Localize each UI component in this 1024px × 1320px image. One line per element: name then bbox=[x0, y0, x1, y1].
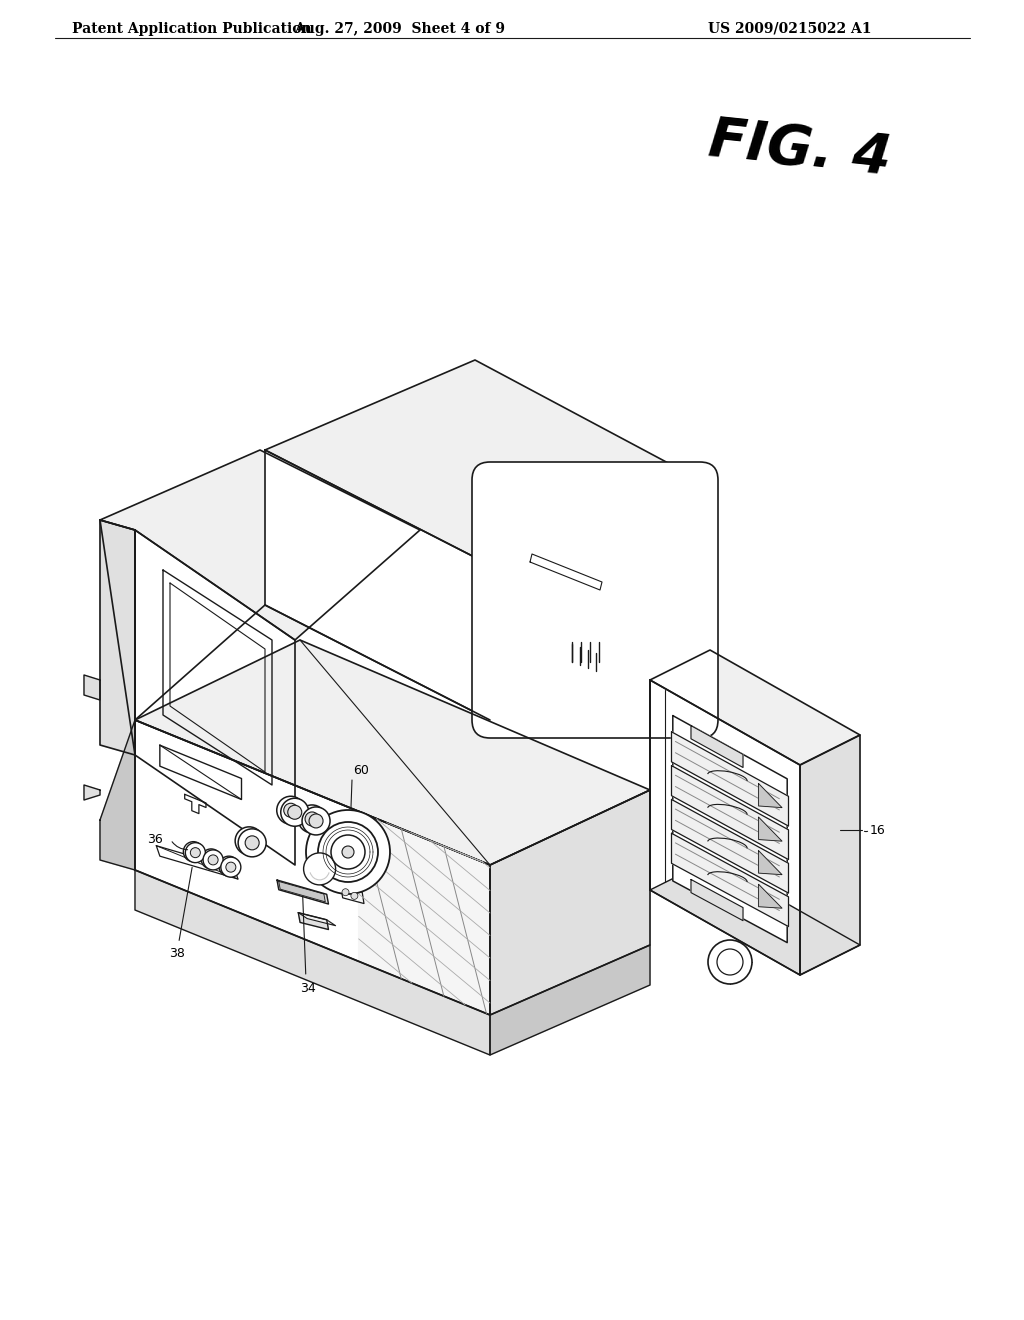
Circle shape bbox=[284, 804, 298, 817]
Polygon shape bbox=[100, 450, 420, 640]
Polygon shape bbox=[800, 735, 860, 975]
Text: 16: 16 bbox=[870, 824, 886, 837]
Polygon shape bbox=[265, 450, 490, 719]
Text: US 2009/0215022 A1: US 2009/0215022 A1 bbox=[709, 22, 871, 36]
Text: FIG. 4: FIG. 4 bbox=[707, 114, 894, 186]
Polygon shape bbox=[490, 789, 650, 1015]
Circle shape bbox=[342, 846, 354, 858]
Polygon shape bbox=[184, 795, 206, 813]
Circle shape bbox=[239, 829, 266, 857]
Polygon shape bbox=[100, 520, 135, 755]
Polygon shape bbox=[672, 766, 788, 859]
Circle shape bbox=[190, 847, 201, 858]
Polygon shape bbox=[759, 784, 782, 808]
Polygon shape bbox=[759, 817, 782, 841]
Circle shape bbox=[298, 805, 326, 833]
Circle shape bbox=[276, 796, 305, 824]
Polygon shape bbox=[358, 812, 490, 1015]
Circle shape bbox=[351, 892, 358, 899]
Circle shape bbox=[185, 842, 206, 863]
Polygon shape bbox=[170, 583, 265, 772]
Circle shape bbox=[717, 949, 743, 975]
Polygon shape bbox=[298, 912, 329, 929]
Polygon shape bbox=[650, 649, 860, 766]
Polygon shape bbox=[298, 912, 336, 925]
Polygon shape bbox=[279, 882, 326, 902]
Polygon shape bbox=[341, 887, 364, 903]
Polygon shape bbox=[691, 879, 743, 920]
Circle shape bbox=[331, 836, 365, 869]
Circle shape bbox=[708, 940, 752, 983]
Circle shape bbox=[203, 850, 223, 870]
Circle shape bbox=[183, 842, 204, 862]
Circle shape bbox=[305, 812, 319, 826]
Text: 60: 60 bbox=[353, 764, 369, 777]
Text: 36: 36 bbox=[146, 833, 163, 846]
Polygon shape bbox=[278, 880, 329, 904]
Text: Aug. 27, 2009  Sheet 4 of 9: Aug. 27, 2009 Sheet 4 of 9 bbox=[295, 22, 506, 36]
Polygon shape bbox=[84, 785, 100, 800]
Text: Patent Application Publication: Patent Application Publication bbox=[72, 22, 311, 36]
Polygon shape bbox=[691, 726, 743, 767]
Polygon shape bbox=[490, 945, 650, 1055]
Polygon shape bbox=[759, 850, 782, 875]
Circle shape bbox=[342, 888, 349, 896]
Polygon shape bbox=[672, 731, 788, 826]
Polygon shape bbox=[157, 846, 238, 879]
Polygon shape bbox=[490, 480, 700, 719]
Circle shape bbox=[245, 836, 259, 850]
Polygon shape bbox=[672, 800, 788, 894]
Circle shape bbox=[236, 826, 263, 855]
Polygon shape bbox=[759, 884, 782, 908]
Text: 38: 38 bbox=[169, 948, 185, 961]
Circle shape bbox=[318, 822, 378, 882]
Circle shape bbox=[221, 857, 241, 878]
FancyBboxPatch shape bbox=[472, 462, 718, 738]
Polygon shape bbox=[84, 675, 100, 700]
Polygon shape bbox=[135, 870, 490, 1055]
Polygon shape bbox=[100, 719, 135, 870]
Circle shape bbox=[219, 857, 239, 876]
Polygon shape bbox=[673, 715, 787, 942]
Circle shape bbox=[281, 799, 309, 826]
Polygon shape bbox=[650, 861, 860, 975]
Polygon shape bbox=[160, 746, 242, 800]
Polygon shape bbox=[672, 833, 788, 927]
Polygon shape bbox=[650, 680, 800, 975]
Polygon shape bbox=[100, 520, 135, 755]
Polygon shape bbox=[530, 554, 602, 590]
Circle shape bbox=[288, 805, 302, 820]
Circle shape bbox=[208, 855, 218, 865]
Polygon shape bbox=[135, 719, 490, 1015]
Circle shape bbox=[302, 807, 330, 836]
Polygon shape bbox=[135, 640, 650, 865]
Circle shape bbox=[226, 862, 236, 873]
Circle shape bbox=[201, 849, 221, 869]
Polygon shape bbox=[135, 531, 295, 865]
Circle shape bbox=[309, 814, 323, 828]
Polygon shape bbox=[163, 570, 272, 785]
Text: 34: 34 bbox=[300, 982, 315, 995]
Polygon shape bbox=[265, 360, 700, 565]
Circle shape bbox=[306, 810, 390, 894]
Circle shape bbox=[303, 853, 336, 884]
